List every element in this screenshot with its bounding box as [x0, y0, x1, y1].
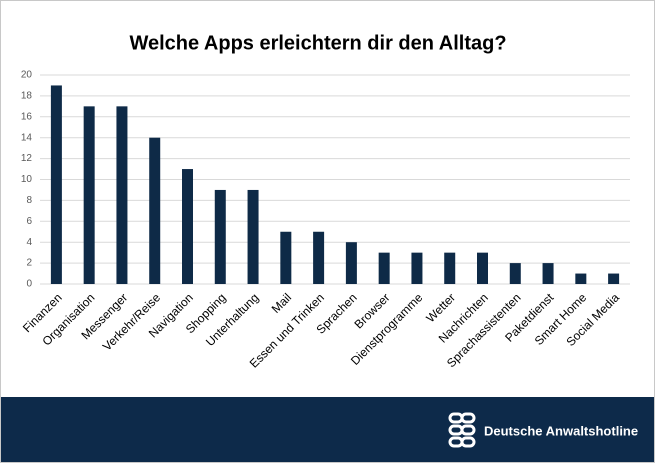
bar [280, 231, 292, 284]
bar [575, 273, 587, 284]
bar [509, 263, 521, 284]
bar [247, 189, 259, 284]
bar [411, 252, 423, 284]
bar [116, 106, 128, 284]
y-tick-label: 4 [26, 237, 32, 248]
brand-logo [448, 412, 476, 448]
bar [542, 263, 554, 284]
bar [214, 189, 226, 284]
y-tick-label: 14 [21, 132, 33, 143]
y-tick-label: 20 [21, 70, 33, 81]
y-tick-label: 6 [26, 216, 32, 227]
chart-title: Welche Apps erleichtern dir den Alltag? [129, 32, 506, 54]
bar [182, 169, 193, 284]
bar [608, 273, 620, 284]
bar [477, 252, 488, 284]
footer-band [1, 397, 654, 462]
bar [378, 252, 390, 284]
y-tick-label: 18 [21, 91, 33, 102]
y-tick-label: 12 [21, 153, 33, 164]
brand-name: Deutsche Anwaltshotline [484, 423, 638, 438]
y-tick-label: 16 [21, 111, 33, 122]
y-tick-label: 2 [26, 258, 32, 269]
y-tick-label: 10 [21, 174, 33, 185]
bar [50, 85, 62, 284]
bar [149, 137, 161, 284]
bar [83, 106, 95, 284]
bar [444, 252, 456, 284]
y-tick-label: 8 [26, 195, 32, 206]
bar [313, 231, 325, 284]
y-tick-label: 0 [26, 279, 32, 290]
bar [345, 242, 357, 284]
